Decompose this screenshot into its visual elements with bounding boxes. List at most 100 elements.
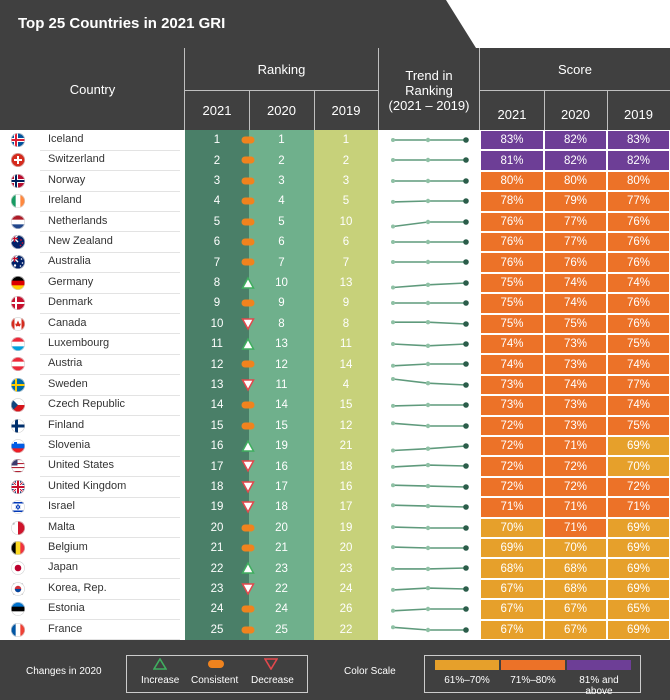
czech-flag-icon	[11, 398, 25, 413]
rank-2019-cell: 19	[314, 517, 378, 538]
rank-2021-cell: 2	[185, 150, 249, 171]
score-2021-cell: 71%	[481, 498, 543, 517]
trend-point	[425, 525, 431, 530]
header-divider	[480, 90, 670, 91]
page-title: Top 25 Countries in 2021 GRI	[18, 15, 226, 32]
score-2020-cell: 77%	[545, 233, 606, 252]
trend-sparkline	[391, 198, 469, 205]
trend-point	[391, 624, 395, 629]
header-score: Score	[558, 61, 592, 77]
trend-point	[425, 158, 431, 163]
trend-point	[463, 137, 469, 143]
rank-2019-cell: 7	[314, 252, 378, 273]
trend-sparkline	[391, 565, 469, 572]
rank-2021-cell: 23	[185, 578, 249, 600]
trend-point	[463, 504, 469, 510]
header-score-2021: 2021	[497, 106, 527, 122]
rank-2019-cell: 14	[314, 354, 378, 375]
consistent-icon	[241, 235, 255, 249]
rank-2020-cell: 21	[249, 538, 314, 559]
denmark-flag-icon	[11, 296, 25, 311]
score-2021-cell: 76%	[481, 212, 543, 231]
rank-2020-cell: 11	[249, 374, 314, 396]
country-name: Switzerland	[48, 153, 105, 166]
score-2020-cell: 71%	[545, 437, 606, 456]
score-2019-cell: 77%	[608, 192, 669, 211]
header-divider	[185, 90, 378, 91]
trend-point	[425, 319, 431, 324]
row-divider	[40, 578, 180, 580]
country-name: Slovenia	[48, 439, 91, 451]
header-divider	[607, 90, 608, 130]
legend-changes-box: Increase Consistent Decrease	[126, 655, 308, 693]
row-divider	[40, 313, 180, 315]
scale-label-mid: 71%–80%	[510, 675, 556, 686]
score-2020-cell: 70%	[545, 539, 606, 558]
rank-2021-cell: 3	[185, 170, 249, 192]
table-row: Norway 3 3 3 80% 80% 80%	[0, 170, 670, 192]
slovenia-flag-icon	[11, 439, 25, 453]
score-2019-cell: 77%	[608, 375, 669, 395]
country-name: Luxembourg	[48, 337, 110, 349]
trend-point	[463, 300, 469, 306]
trend-point	[425, 260, 431, 265]
rank-2020-cell: 12	[249, 354, 314, 375]
rank-2021-cell: 18	[185, 476, 249, 498]
rank-2021-cell: 8	[185, 272, 249, 294]
trend-point	[425, 627, 431, 632]
trend-sparkline	[391, 463, 469, 470]
country-name: Norway	[48, 173, 86, 186]
header-divider	[314, 90, 315, 130]
rank-2019-cell: 18	[314, 456, 378, 477]
score-2021-cell: 74%	[481, 335, 543, 354]
sweden-flag-icon	[11, 377, 25, 392]
score-2021-cell: 72%	[481, 416, 543, 435]
table-row: Austria 12 12 14 74% 73% 74%	[0, 354, 670, 376]
rank-2019-cell: 5	[314, 191, 378, 212]
rank-2019-cell: 11	[314, 334, 378, 355]
score-2021-cell: 76%	[481, 233, 543, 252]
ireland-flag-icon	[11, 194, 25, 209]
row-divider	[40, 231, 180, 233]
country-name: Germany	[48, 275, 94, 288]
table-row: Korea, Rep. 23 22 24 67% 68% 69%	[0, 578, 670, 600]
country-name: Australia	[48, 255, 91, 268]
score-2021-cell: 69%	[481, 539, 543, 558]
trend-sparkline	[391, 420, 469, 429]
scale-swatch-high	[567, 660, 631, 670]
row-divider	[40, 639, 180, 641]
table-row: Estonia 24 24 26 67% 67% 65%	[0, 599, 670, 621]
trend-point	[463, 361, 469, 368]
row-divider	[40, 415, 180, 417]
row-divider	[40, 374, 180, 376]
rank-2020-cell: 8	[249, 313, 314, 334]
rank-2021-cell: 12	[185, 354, 249, 375]
consistent-icon	[241, 153, 255, 167]
consistent-icon	[241, 296, 255, 310]
netherlands-flag-icon	[11, 214, 25, 229]
usa-flag-icon	[11, 459, 25, 474]
country-name: United States	[48, 459, 115, 472]
country-name: Estonia	[48, 602, 85, 615]
trend-point	[463, 381, 469, 388]
score-2020-cell: 67%	[545, 600, 606, 619]
trend-point	[463, 606, 469, 612]
australia-flag-icon	[11, 255, 25, 270]
rank-2019-cell: 23	[314, 558, 378, 579]
consistent-icon	[241, 215, 255, 229]
score-2021-cell: 83%	[481, 131, 543, 150]
table-row: Sweden 13 11 4 73% 74% 77%	[0, 374, 670, 396]
consistent-icon	[241, 133, 255, 147]
rank-2020-cell: 19	[249, 436, 314, 457]
trend-sparkline	[391, 482, 469, 490]
trend-sparkline	[391, 279, 469, 290]
rank-2020-cell: 25	[249, 619, 314, 640]
trend-sparkline	[391, 157, 469, 164]
consistent-icon	[241, 398, 255, 412]
trend-point	[425, 545, 431, 551]
legend-consistent-label: Consistent	[191, 675, 239, 686]
score-2019-cell: 75%	[608, 416, 669, 435]
rank-2019-cell: 21	[314, 436, 378, 457]
rank-2019-cell: 10	[314, 211, 378, 232]
score-2019-cell: 69%	[608, 437, 669, 456]
